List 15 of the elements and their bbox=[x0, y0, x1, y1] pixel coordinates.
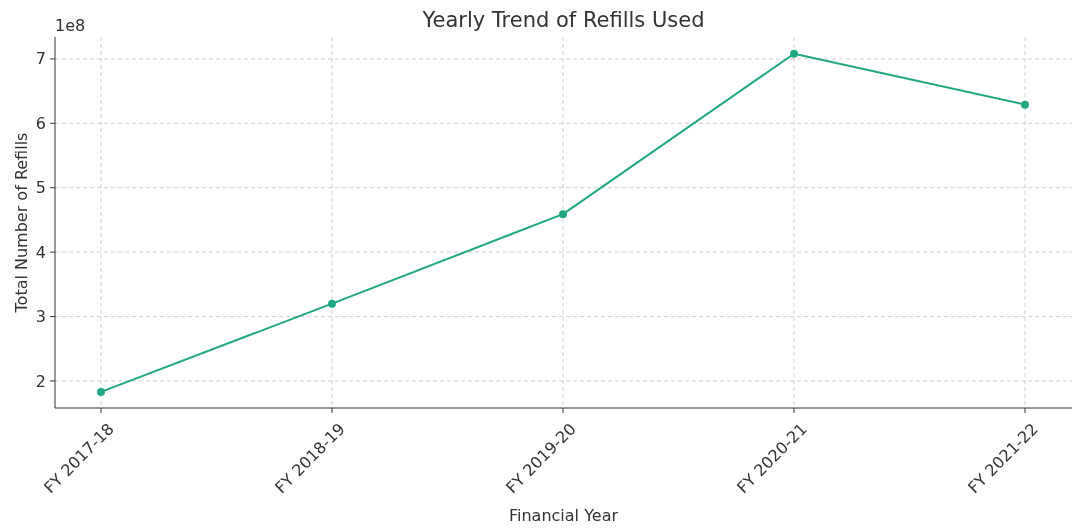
y-tick-label: 6 bbox=[35, 113, 46, 133]
y-axis-title: Total Number of Refills bbox=[12, 132, 31, 314]
point bbox=[97, 387, 105, 396]
point bbox=[790, 49, 798, 58]
text: 1e8 bbox=[55, 16, 86, 35]
point bbox=[328, 299, 336, 308]
point bbox=[559, 210, 567, 219]
y-tick-label: 5 bbox=[35, 178, 46, 198]
x-axis-title: Financial Year bbox=[508, 506, 619, 525]
y-tick-label: 4 bbox=[35, 242, 46, 262]
y-tick-label: 7 bbox=[35, 49, 46, 69]
chart-title: Yearly Trend of Refills Used bbox=[421, 8, 705, 32]
point bbox=[1021, 100, 1029, 109]
y-tick-label: 3 bbox=[35, 307, 46, 327]
y-tick-label: 2 bbox=[35, 371, 46, 391]
